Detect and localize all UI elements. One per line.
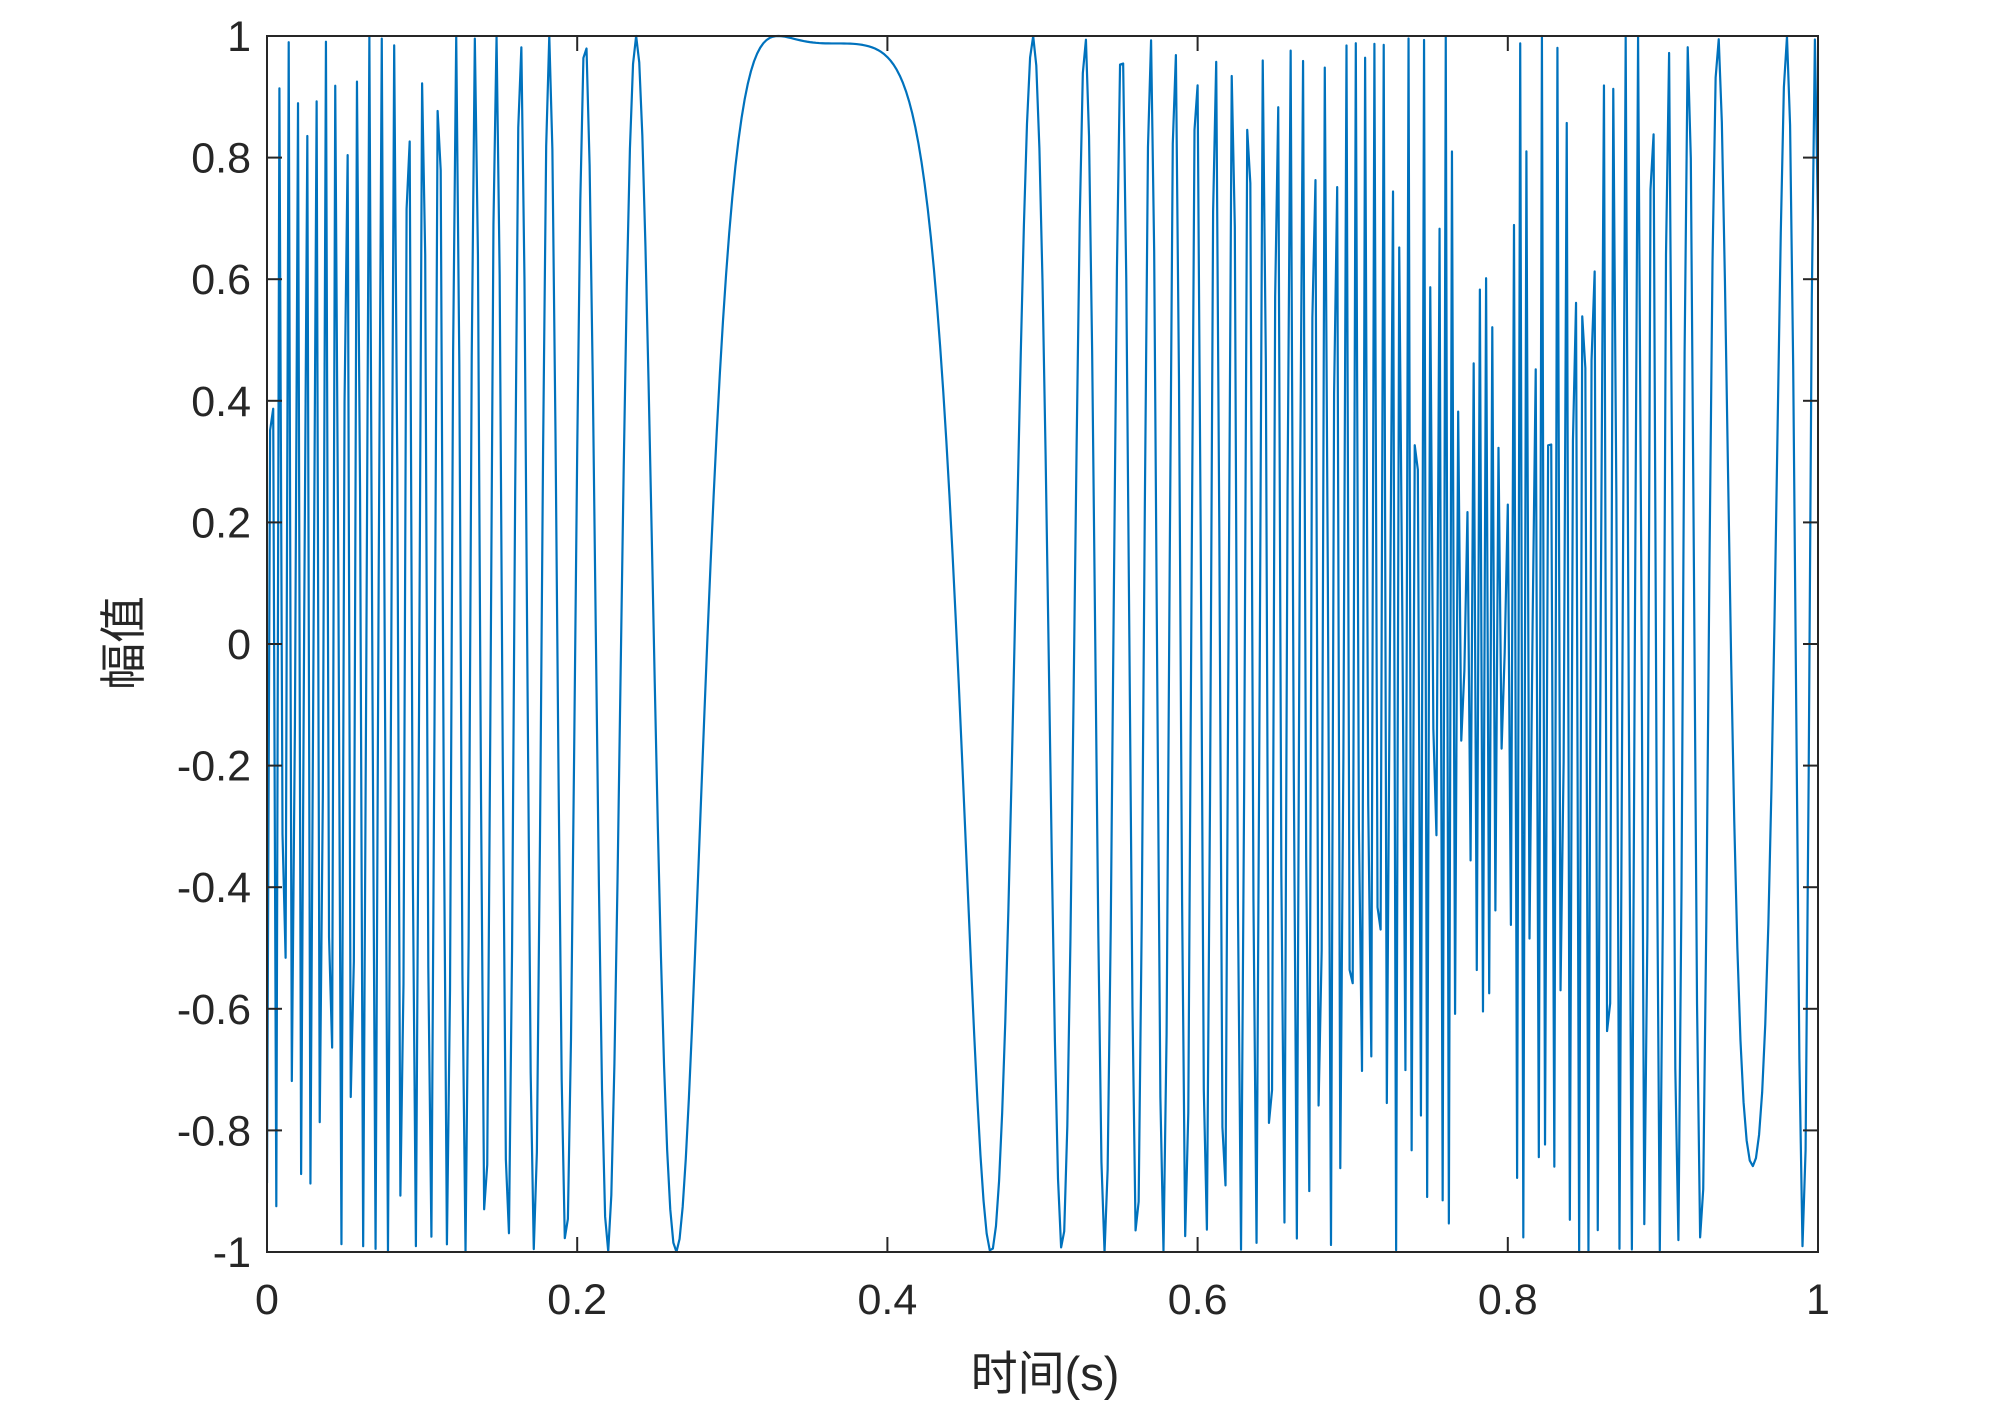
y-tick-label: 0.8 xyxy=(191,135,251,183)
x-tick-label: 0 xyxy=(255,1276,279,1324)
y-tick-label: 0.4 xyxy=(191,378,251,426)
x-axis-label: 时间(s) xyxy=(971,1347,1120,1400)
y-tick-label: -0.2 xyxy=(177,743,251,791)
x-tick-label: 0.2 xyxy=(547,1276,607,1324)
x-tick-label: 0.6 xyxy=(1168,1276,1228,1324)
y-tick-label: 0.6 xyxy=(191,256,251,304)
y-tick-label: 0.2 xyxy=(191,499,251,547)
series-line xyxy=(267,34,1818,1254)
x-tick-label: 1 xyxy=(1806,1276,1830,1324)
x-tick-label: 0.8 xyxy=(1478,1276,1538,1324)
x-tick-label: 0.4 xyxy=(858,1276,918,1324)
y-tick-label: -1 xyxy=(213,1229,251,1277)
y-tick-label: -0.8 xyxy=(177,1107,251,1155)
plot-area xyxy=(267,34,1818,1254)
y-tick-label: 1 xyxy=(227,13,251,61)
y-tick-label: -0.6 xyxy=(177,986,251,1034)
x-tick-labels: 0 0.2 0.4 0.6 0.8 1 xyxy=(255,1276,1830,1324)
y-tick-label: -0.4 xyxy=(177,864,251,912)
axes xyxy=(266,35,1819,1253)
y-tick-label: 0 xyxy=(227,621,251,669)
y-tick-labels: -1 -0.8 -0.6 -0.4 -0.2 0 0.2 0.4 0.6 0.8 1 xyxy=(177,13,251,1277)
y-axis-label: 幅值 xyxy=(97,596,150,690)
